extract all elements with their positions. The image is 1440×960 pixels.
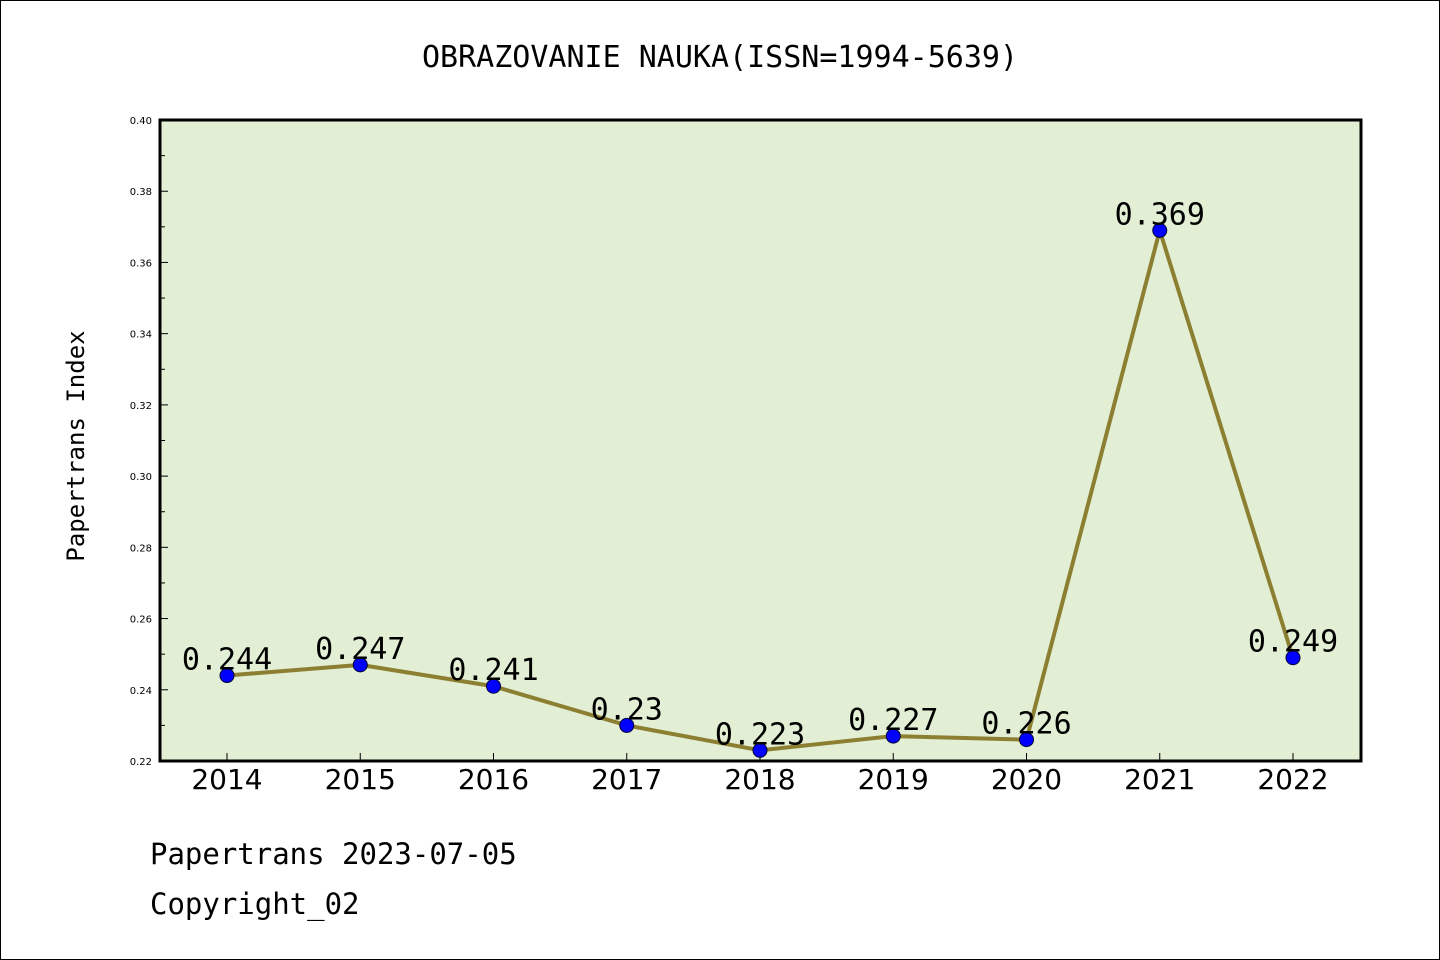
y-tick-label: 0.38	[130, 187, 152, 198]
x-tick-label: 2019	[858, 763, 929, 796]
y-tick-label: 0.32	[130, 401, 152, 412]
data-label: 0.223	[715, 717, 805, 752]
data-label: 0.249	[1248, 625, 1338, 660]
data-label: 0.23	[591, 692, 663, 727]
data-point	[352, 657, 368, 673]
y-tick-label: 0.24	[130, 686, 152, 697]
x-tick-label: 2022	[1257, 763, 1328, 796]
x-tick-label: 2020	[991, 763, 1062, 796]
series-layer: 0.244 0.247 0.241 0.23 0.223 0.227 0.226 0.369 0…	[182, 197, 1338, 758]
y-tick-label: 0.36	[130, 258, 152, 269]
data-label: 0.226	[981, 707, 1071, 742]
footer-source: Papertrans 2023-07-05	[150, 837, 517, 871]
x-axis-ticks: 2014 2015 2016 2017 2018 2019 2020 2021 2022	[191, 753, 1329, 796]
x-tick-label: 2015	[325, 763, 396, 796]
data-point	[1152, 222, 1168, 238]
chart-title: OBRAZOVANIE NAUKA(ISSN=1994-5639)	[422, 40, 1018, 75]
y-axis-ticks: 0.22 0.24 0.26 0.28 0.30 0.32 0.34 0.36 0.38 0.40	[130, 116, 168, 768]
data-label: 0.244	[182, 643, 272, 678]
x-tick-label: 2017	[591, 763, 662, 796]
data-point	[752, 742, 768, 758]
x-tick-label: 2016	[458, 763, 529, 796]
data-point	[1019, 732, 1034, 748]
y-tick-label: 0.40	[130, 116, 152, 127]
footer-copyright: Copyright_02	[150, 887, 360, 922]
y-tick-label: 0.30	[130, 472, 152, 483]
data-point	[619, 717, 635, 733]
data-point	[1285, 650, 1301, 666]
data-point	[885, 728, 901, 744]
data-label: 0.227	[848, 703, 938, 738]
y-tick-label: 0.22	[130, 757, 152, 768]
y-tick-label: 0.34	[130, 330, 152, 341]
data-label: 0.247	[315, 632, 405, 667]
y-tick-label: 0.28	[130, 543, 152, 554]
x-tick-label: 2018	[724, 763, 795, 796]
y-axis-label: Papertrans Index	[62, 330, 90, 561]
y-tick-label: 0.26	[130, 615, 152, 626]
x-tick-label: 2021	[1124, 763, 1195, 796]
data-point	[219, 668, 235, 684]
data-point	[486, 678, 501, 694]
data-label: 0.369	[1115, 197, 1205, 232]
data-label: 0.241	[448, 653, 538, 688]
x-tick-label: 2014	[191, 763, 262, 796]
